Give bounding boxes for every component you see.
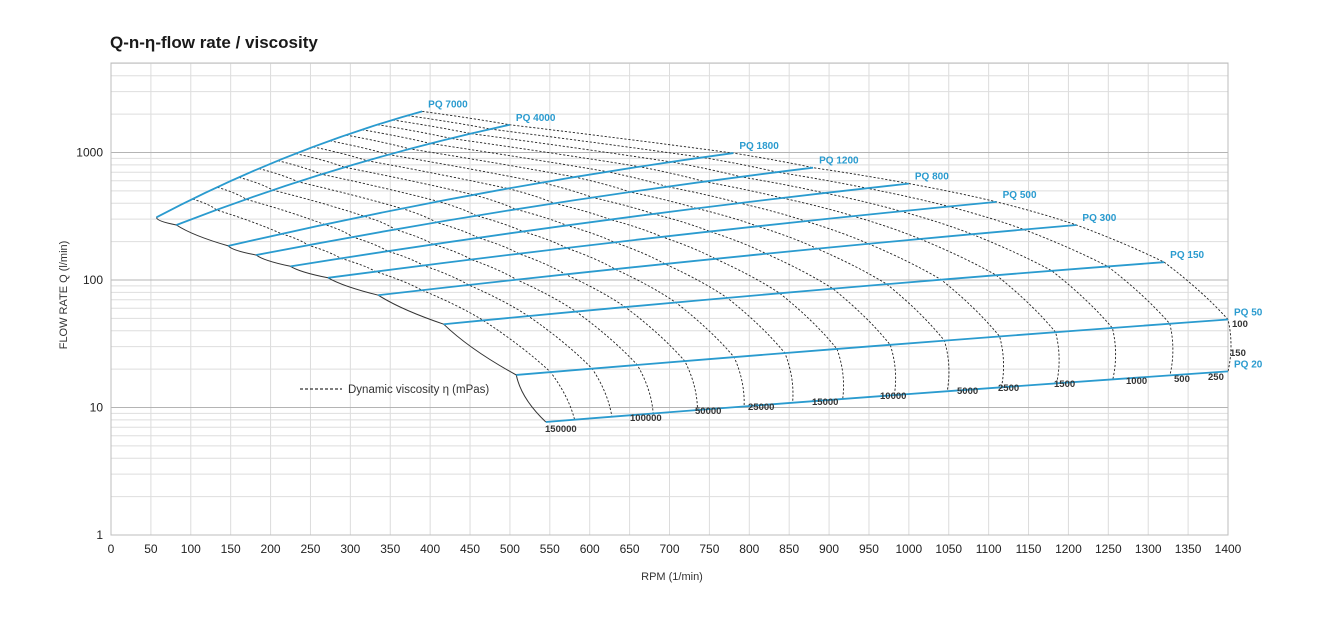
viscosity-label: 2500 bbox=[998, 383, 1019, 394]
x-tick-label: 550 bbox=[540, 542, 560, 556]
y-tick-label: 100 bbox=[83, 273, 103, 287]
viscosity-curve bbox=[392, 119, 1117, 380]
x-tick-label: 250 bbox=[300, 542, 320, 556]
x-tick-label: 200 bbox=[261, 542, 281, 556]
x-tick-label: 1400 bbox=[1215, 542, 1242, 556]
viscosity-label: 15000 bbox=[812, 397, 838, 408]
x-tick-label: 1150 bbox=[1016, 542, 1042, 556]
series-label: PQ 4000 bbox=[516, 113, 556, 124]
viscosity-label: 150 bbox=[1230, 348, 1246, 359]
viscosity-curve bbox=[277, 160, 745, 407]
x-tick-label: 450 bbox=[460, 542, 480, 556]
series-line bbox=[327, 200, 997, 279]
chart-title: Q-n-η-flow rate / viscosity bbox=[110, 33, 318, 52]
series-line bbox=[516, 318, 1229, 376]
series-line bbox=[256, 166, 814, 256]
x-tick-label: 350 bbox=[380, 542, 400, 556]
x-tick-label: 0 bbox=[108, 542, 115, 556]
x-tick-label: 1300 bbox=[1135, 542, 1162, 556]
viscosity-label: 250 bbox=[1208, 372, 1224, 383]
series-line bbox=[156, 110, 423, 219]
viscosity-label: 10000 bbox=[880, 391, 906, 402]
viscosity-curve bbox=[422, 110, 1232, 372]
viscosity-label: 500 bbox=[1174, 374, 1190, 385]
viscosity-curve bbox=[345, 134, 950, 392]
series-label: PQ 7000 bbox=[428, 99, 468, 110]
viscosity-curves bbox=[156, 110, 1232, 423]
viscosity-curve bbox=[295, 153, 794, 403]
viscosity-label: 100000 bbox=[630, 413, 662, 424]
x-tick-label: 800 bbox=[739, 542, 759, 556]
viscosity-curve bbox=[258, 168, 698, 411]
x-tick-label: 650 bbox=[620, 542, 640, 556]
y-tick-label: 10 bbox=[90, 401, 104, 415]
x-tick-label: 1350 bbox=[1175, 542, 1202, 556]
viscosity-legend-label: Dynamic viscosity η (mPas) bbox=[348, 384, 489, 396]
series-line bbox=[378, 224, 1077, 297]
grid bbox=[110, 62, 1229, 536]
y-axis-label: FLOW RATE Q (l/min) bbox=[58, 241, 70, 350]
viscosity-curve bbox=[217, 186, 613, 417]
x-tick-label: 500 bbox=[500, 542, 520, 556]
axes: 0 50 100 150 200 250 300 350 400 450 500 550 600 650 7… bbox=[76, 62, 1242, 556]
series-line bbox=[443, 261, 1165, 326]
series-label: PQ 150 bbox=[1170, 250, 1204, 261]
x-tick-label: 1200 bbox=[1055, 542, 1082, 556]
series-label: PQ 500 bbox=[1003, 190, 1037, 201]
series-label: PQ 20 bbox=[1234, 359, 1263, 370]
viscosity-curve bbox=[312, 146, 844, 400]
y-tick-label: 1000 bbox=[76, 146, 103, 160]
x-tick-label: 700 bbox=[659, 542, 679, 556]
viscosity-label: 5000 bbox=[957, 386, 978, 397]
plot-frame bbox=[110, 62, 1229, 536]
x-tick-label: 300 bbox=[340, 542, 360, 556]
y-tick-label: 1 bbox=[96, 528, 103, 542]
series-label: PQ 800 bbox=[915, 172, 949, 183]
x-tick-label: 100 bbox=[181, 542, 201, 556]
labels: PQ 7000 PQ 4000 PQ 1800 PQ 1200 PQ 800 PQ 500… bbox=[428, 99, 1263, 435]
x-tick-label: 1050 bbox=[935, 542, 962, 556]
x-tick-label: 50 bbox=[144, 542, 158, 556]
viscosity-curve bbox=[329, 140, 897, 396]
x-tick-label: 900 bbox=[819, 542, 839, 556]
series-line bbox=[545, 370, 1229, 423]
viscosity-boundary-curve bbox=[156, 217, 547, 423]
x-tick-label: 600 bbox=[580, 542, 600, 556]
x-axis-label: RPM (1/min) bbox=[641, 571, 703, 583]
series-line bbox=[290, 182, 909, 268]
viscosity-label: 50000 bbox=[695, 406, 721, 417]
series-label: PQ 1200 bbox=[819, 156, 859, 167]
viscosity-label: 25000 bbox=[748, 402, 774, 413]
x-tick-label: 150 bbox=[221, 542, 241, 556]
series-label: PQ 1800 bbox=[739, 141, 779, 152]
x-tick-label: 950 bbox=[859, 542, 879, 556]
x-tick-label: 400 bbox=[420, 542, 440, 556]
x-tick-label: 1100 bbox=[976, 542, 1002, 556]
viscosity-curve bbox=[238, 176, 654, 414]
viscosity-curve bbox=[407, 115, 1174, 376]
series-lines bbox=[156, 110, 1229, 423]
x-tick-label: 750 bbox=[699, 542, 719, 556]
x-tick-label: 1250 bbox=[1095, 542, 1122, 556]
viscosity-curve bbox=[361, 129, 1004, 388]
series-label: PQ 300 bbox=[1082, 213, 1116, 224]
series-line bbox=[228, 152, 734, 247]
viscosity-label: 150000 bbox=[545, 424, 577, 435]
series-line bbox=[176, 123, 511, 226]
viscosity-label: 1000 bbox=[1126, 376, 1147, 387]
viscosity-curve bbox=[377, 124, 1060, 384]
viscosity-label: 1500 bbox=[1054, 379, 1075, 390]
viscosity-label: 100 bbox=[1232, 319, 1248, 330]
x-tick-label: 850 bbox=[779, 542, 799, 556]
x-tick-label: 1000 bbox=[896, 542, 923, 556]
viscosity-curve bbox=[192, 198, 576, 420]
viscosity-legend: Dynamic viscosity η (mPas) bbox=[300, 384, 489, 396]
series-label: PQ 50 bbox=[1234, 308, 1263, 319]
